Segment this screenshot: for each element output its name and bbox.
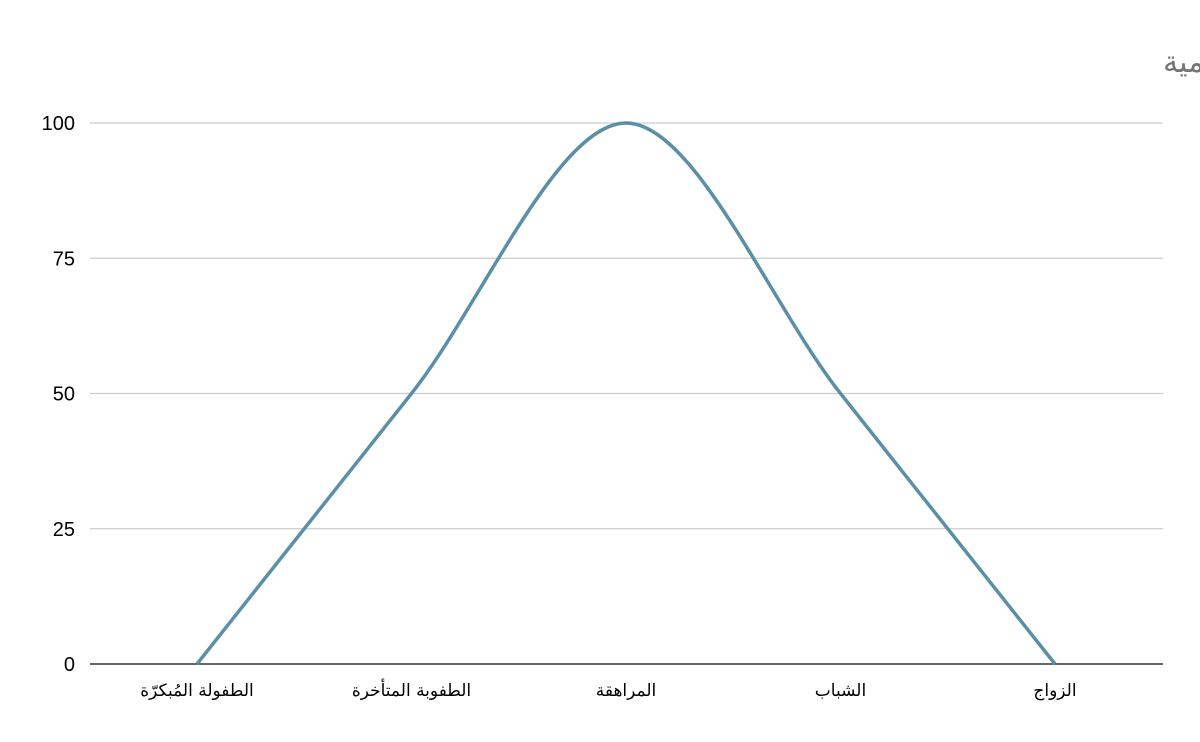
y-tick-label: 50 <box>53 384 75 406</box>
gridlines <box>90 122 1163 530</box>
series-lines <box>195 121 1057 666</box>
x-tick-label: الشباب <box>815 681 866 701</box>
x-tick-label: المراهقة <box>596 681 657 701</box>
y-tick-label: 75 <box>53 248 75 270</box>
x-tick-label: الطفوبة المتأخرة <box>352 678 471 701</box>
y-tick-label: 25 <box>53 519 75 541</box>
x-tick-label: الزواج <box>1033 681 1076 701</box>
y-tick-label: 0 <box>64 654 75 676</box>
chart-title: معدل قدرة الذكر على القيام بالمهمام اليو… <box>1163 45 1200 80</box>
y-tick-label: 100 <box>42 113 75 135</box>
series-line-0 <box>195 121 1057 666</box>
y-axis-tick-labels: 0 25 50 75 100 <box>42 113 75 676</box>
x-axis-tick-labels: الطفولة المُبكرّة الطفوبة المتأخرة المراهق… <box>140 678 1076 701</box>
x-tick-label: الطفولة المُبكرّة <box>140 681 253 701</box>
